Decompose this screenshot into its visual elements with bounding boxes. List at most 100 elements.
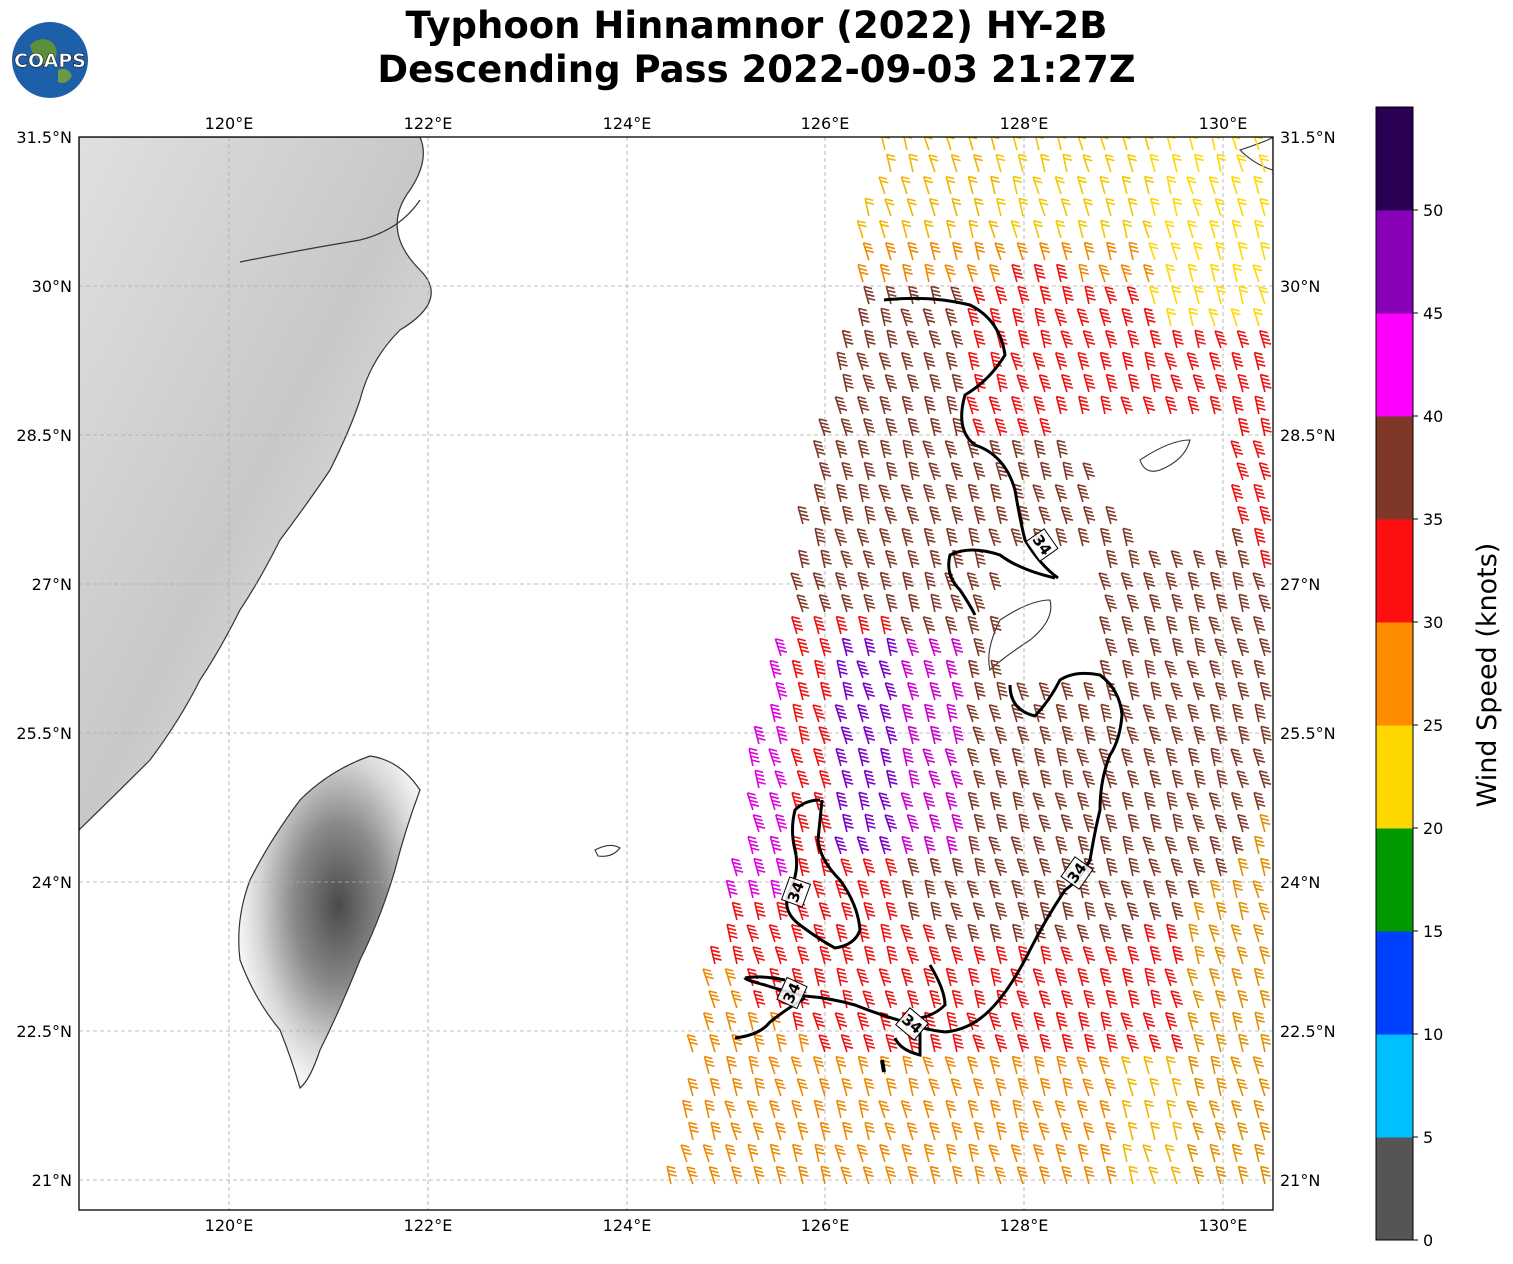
- wind-barb: [775, 725, 788, 745]
- wind-barb: [928, 505, 942, 525]
- wind-barb: [884, 549, 898, 569]
- wind-barb: [922, 1056, 934, 1075]
- wind-barb: [1076, 308, 1090, 327]
- wind-barb: [1237, 1165, 1249, 1185]
- wind-barb: [1061, 241, 1073, 261]
- wind-barb: [928, 330, 942, 349]
- wind-barb: [1259, 1165, 1271, 1185]
- wind-barb: [1084, 285, 1096, 305]
- wind-barb: [945, 483, 958, 503]
- wind-barb: [1259, 549, 1272, 569]
- wind-barb: [1231, 659, 1244, 679]
- wind-barb: [1038, 814, 1052, 833]
- wind-barb: [929, 681, 942, 701]
- wind-barb: [951, 1121, 963, 1141]
- wind-barb: [864, 505, 876, 525]
- wind-barb: [686, 1166, 698, 1185]
- wind-barb: [1127, 945, 1140, 965]
- wind-barb: [709, 945, 722, 965]
- wind-barb: [1230, 308, 1241, 327]
- wind-barb: [1039, 153, 1050, 173]
- wind-barb: [907, 901, 920, 921]
- wind-barb: [1149, 1077, 1160, 1097]
- wind-barb: [703, 1055, 715, 1075]
- wind-barb: [1253, 1143, 1265, 1163]
- wind-barb: [884, 506, 898, 525]
- wind-barb: [725, 879, 738, 899]
- wind-barb: [702, 1144, 715, 1163]
- wind-barb: [1060, 373, 1074, 393]
- wind-barb: [973, 637, 986, 657]
- wind-barb: [836, 351, 848, 371]
- wind-barb: [1216, 769, 1228, 789]
- wind-barb: [1032, 792, 1046, 811]
- wind-barb: [1148, 285, 1160, 305]
- wind-barb: [775, 1165, 787, 1185]
- wind-barb: [812, 572, 826, 591]
- wind-barb: [834, 1144, 846, 1163]
- wind-barb: [950, 154, 961, 173]
- wind-barb: [907, 285, 920, 305]
- wind-barb: [994, 1166, 1006, 1185]
- wind-barb: [1165, 263, 1176, 283]
- wind-barb: [1039, 1077, 1051, 1097]
- wind-barb: [922, 308, 936, 327]
- wind-barb: [968, 527, 980, 547]
- wind-barb: [862, 682, 876, 701]
- wind-barb: [1105, 857, 1118, 877]
- lat-tick-right: 24°N: [1280, 873, 1320, 892]
- wind-barb: [856, 968, 870, 987]
- wind-barb: [945, 137, 955, 151]
- wind-barb: [1208, 308, 1219, 327]
- wind-barb: [1120, 880, 1134, 899]
- wind-barb: [1236, 154, 1247, 173]
- wind-barb: [864, 197, 875, 217]
- wind-barb: [1055, 263, 1068, 283]
- wind-barb: [1127, 813, 1140, 833]
- wind-barb: [878, 527, 892, 547]
- wind-barb: [835, 615, 848, 635]
- wind-barb: [901, 571, 914, 591]
- lat-tick-left: 24°N: [32, 873, 72, 892]
- wind-barb: [840, 418, 854, 437]
- wind-barb: [946, 703, 958, 723]
- wind-barb: [724, 1100, 736, 1119]
- wind-barb: [995, 1121, 1007, 1141]
- wind-barb: [950, 1078, 963, 1097]
- lon-tick-bottom: 120°E: [205, 1216, 254, 1235]
- wind-barb: [903, 137, 913, 151]
- wind-barb: [1188, 615, 1200, 635]
- wind-barb: [1209, 835, 1222, 855]
- wind-barb: [1018, 813, 1030, 833]
- wind-barb: [1076, 1099, 1089, 1119]
- wind-barb: [797, 681, 810, 701]
- wind-barb: [1060, 330, 1074, 349]
- wind-barb: [1171, 901, 1184, 921]
- wind-barb: [1209, 879, 1221, 899]
- wind-barb: [1252, 1056, 1265, 1075]
- wind-barb: [944, 264, 956, 283]
- wind-barb: [1083, 373, 1096, 393]
- wind-barb: [836, 659, 848, 679]
- wind-barb: [1098, 1056, 1111, 1075]
- wind-barb: [841, 637, 854, 657]
- wind-barb: [1032, 968, 1046, 987]
- wind-barb: [1192, 1165, 1205, 1185]
- wind-barb: [710, 1121, 721, 1141]
- wind-barb: [1055, 703, 1068, 723]
- wind-barb: [1165, 307, 1176, 327]
- wind-barb: [1032, 835, 1046, 855]
- wind-barb: [1253, 1099, 1265, 1119]
- wind-barb: [797, 549, 810, 569]
- colorbar-segment: [1376, 519, 1413, 623]
- wind-barb: [1170, 682, 1184, 701]
- wind-barb: [878, 835, 892, 855]
- wind-barb: [1253, 219, 1264, 239]
- wind-barb: [885, 285, 898, 305]
- wind-barb: [1054, 176, 1065, 195]
- wind-barb: [1186, 352, 1200, 371]
- wind-barb: [835, 483, 848, 503]
- wind-barb: [946, 395, 958, 415]
- wind-barb: [929, 417, 942, 437]
- wind-barb: [1252, 880, 1264, 899]
